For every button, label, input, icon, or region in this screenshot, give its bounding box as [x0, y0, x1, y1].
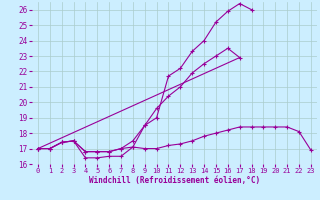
X-axis label: Windchill (Refroidissement éolien,°C): Windchill (Refroidissement éolien,°C)	[89, 176, 260, 185]
